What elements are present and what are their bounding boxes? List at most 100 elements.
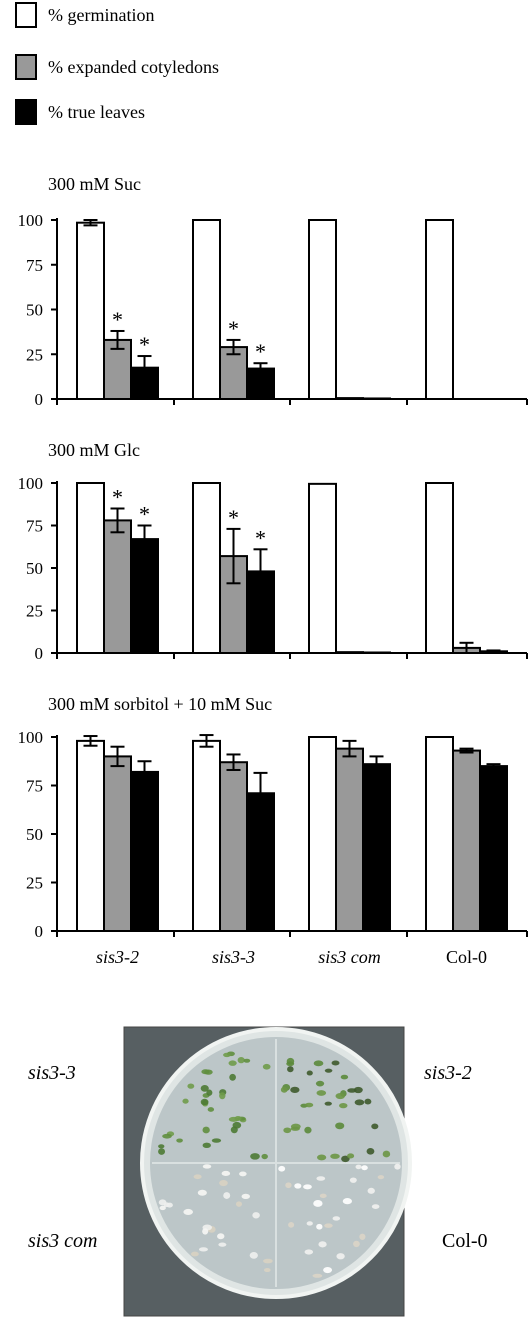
seedling <box>159 1205 166 1211</box>
seedling <box>239 1171 247 1177</box>
significance-star: * <box>139 332 150 357</box>
y-tick-label: 0 <box>35 390 44 409</box>
seedling <box>315 1080 325 1087</box>
seedling <box>394 1163 401 1170</box>
seedling <box>331 1060 340 1066</box>
seedling <box>335 1122 345 1130</box>
seedling <box>193 1174 202 1180</box>
seedling <box>324 1223 333 1228</box>
seedling <box>290 1123 301 1130</box>
seedling <box>371 1123 379 1130</box>
seedling <box>158 1148 166 1155</box>
bar <box>335 651 364 655</box>
seedling <box>197 1189 207 1196</box>
bar <box>308 736 337 932</box>
chart-title: 300 mM Suc <box>48 174 141 194</box>
y-tick-label: 0 <box>35 644 44 663</box>
seedling <box>313 1060 324 1067</box>
plate-label-top-right: sis3-2 <box>424 1062 472 1084</box>
seedling <box>371 1204 380 1209</box>
seedling <box>252 1212 260 1219</box>
seedling <box>207 1107 215 1112</box>
chart-title: 300 mM Glc <box>48 440 140 460</box>
bar <box>452 749 481 933</box>
bar <box>479 765 508 932</box>
legend: % germination % expanded cotyledons % true… <box>15 2 219 125</box>
bar <box>130 770 159 932</box>
seedling <box>237 1057 245 1064</box>
seedling <box>223 1192 231 1199</box>
seedling <box>318 1241 327 1248</box>
seedling <box>323 1266 333 1274</box>
seedling <box>335 1092 346 1100</box>
seedling <box>200 1085 209 1092</box>
seedling <box>219 1180 228 1187</box>
seedling <box>304 1126 312 1134</box>
seedling <box>283 1127 292 1134</box>
legend-swatch <box>15 2 37 28</box>
seedling <box>249 1252 258 1259</box>
seedling <box>349 1177 357 1183</box>
seedling <box>232 1121 242 1129</box>
seedling <box>377 1175 385 1180</box>
plate-label-bottom-right: Col-0 <box>442 1230 488 1252</box>
seedling <box>263 1258 273 1264</box>
bar <box>76 482 105 654</box>
significance-star: * <box>255 339 266 364</box>
plate-label-bottom-left: sis3 com <box>28 1230 98 1252</box>
seedling <box>176 1138 183 1143</box>
seedling <box>316 1090 327 1096</box>
seedling <box>316 1176 326 1181</box>
seedling <box>330 1153 340 1159</box>
category-label: sis3-2 <box>96 947 139 967</box>
charts: 300 mM Suc 0 25 50 75 100 * * * * 300 mM Glc 0 25 50 7… <box>18 174 528 967</box>
seedling <box>287 1066 294 1073</box>
legend-label: % true leaves <box>48 102 145 122</box>
bar <box>335 747 364 933</box>
bar <box>308 219 337 400</box>
seedling <box>347 1153 355 1159</box>
seedling <box>361 1165 368 1171</box>
significance-star: * <box>112 307 123 332</box>
seedling <box>218 1242 227 1247</box>
seedling <box>382 1150 391 1158</box>
significance-star: * <box>139 502 150 527</box>
seedling <box>339 1103 348 1109</box>
seedling <box>158 1144 165 1149</box>
y-tick-label: 25 <box>26 345 43 364</box>
seedling <box>243 1058 251 1063</box>
seedling <box>353 1240 360 1248</box>
bar <box>76 221 105 400</box>
seedling <box>324 1068 333 1073</box>
seedling <box>187 1083 195 1089</box>
seedling <box>366 1148 375 1155</box>
seedling <box>198 1247 208 1252</box>
legend-swatch <box>15 54 37 80</box>
significance-star: * <box>228 505 239 530</box>
seedling <box>229 1073 236 1081</box>
y-tick-label: 25 <box>26 874 43 893</box>
bar <box>425 482 454 654</box>
bar <box>362 763 391 932</box>
y-tick-label: 100 <box>18 728 44 747</box>
seedling <box>355 1164 362 1170</box>
seedling <box>285 1182 292 1189</box>
seedling <box>278 1165 286 1172</box>
bar <box>192 482 221 654</box>
seedling <box>217 1233 225 1240</box>
y-tick-label: 75 <box>26 777 43 796</box>
seedling <box>286 1057 295 1065</box>
seedling <box>190 1251 199 1257</box>
seedling <box>353 1086 363 1094</box>
seedling <box>288 1222 295 1228</box>
bar <box>103 755 132 933</box>
seedling <box>206 1089 213 1096</box>
bar <box>76 739 105 932</box>
seedling <box>223 1052 231 1058</box>
seedling <box>354 1099 365 1106</box>
y-tick-label: 50 <box>26 559 43 578</box>
plate-photo <box>123 1026 412 1317</box>
seedling <box>202 1126 210 1134</box>
seedling <box>204 1069 213 1075</box>
bar <box>219 761 248 932</box>
